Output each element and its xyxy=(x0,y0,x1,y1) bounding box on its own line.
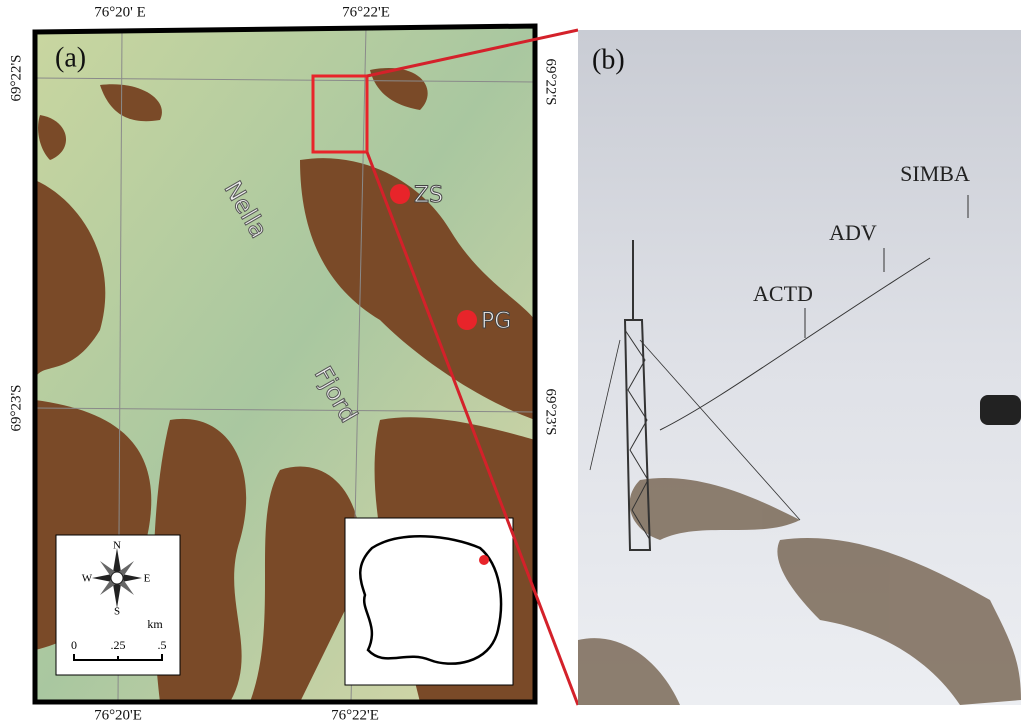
right-coordinate: 69°23'S xyxy=(543,388,559,435)
scale-tick-label: 0 xyxy=(71,638,77,652)
instrument-leaders xyxy=(804,195,969,338)
compass-south: S xyxy=(114,606,120,618)
antarctica-outline xyxy=(359,535,503,665)
scale-tick-label: .25 xyxy=(111,638,126,652)
station-label: PG xyxy=(481,309,511,334)
scale-unit: km xyxy=(147,617,163,631)
left-coordinate: 69°23'S xyxy=(8,384,24,431)
bottom-coordinate: 76°22'E xyxy=(331,707,379,723)
station-marker xyxy=(390,184,410,204)
instrument-label: SIMBA xyxy=(900,161,970,186)
compass-north: N xyxy=(113,540,121,552)
panel-label: (b) xyxy=(592,44,625,75)
place-label: Nella xyxy=(219,176,274,243)
bottom-coordinate: 76°20'E xyxy=(94,707,142,723)
connector-line xyxy=(366,28,579,78)
rock-outcrops xyxy=(578,478,1021,705)
instrument-tower xyxy=(589,240,931,551)
map-frame xyxy=(32,23,538,705)
scale-tick-label: .5 xyxy=(158,638,167,652)
compass-rose xyxy=(92,548,142,608)
right-coordinate: 69°22'S xyxy=(543,58,559,105)
snowmobile xyxy=(980,395,1021,425)
top-coordinate: 76°22'E xyxy=(342,4,390,20)
location-marker xyxy=(479,555,489,565)
instrument-label: ACTD xyxy=(753,281,813,306)
top-coordinate: 76°20' E xyxy=(94,4,146,20)
connector-line xyxy=(365,151,580,706)
panel-label: (a) xyxy=(55,42,86,73)
instrument-label: ADV xyxy=(829,220,877,245)
compass-east: E xyxy=(144,573,151,585)
map-panel: (a) 76°20' E 76°22'E 76°20'E 76°22'E 69°… xyxy=(8,4,558,723)
zoom-box xyxy=(311,74,369,154)
scale-bar xyxy=(73,654,163,661)
station-label: ZS xyxy=(414,183,443,208)
locator-inset xyxy=(344,517,514,686)
photo-panel: (b) SIMBA ADV ACTD xyxy=(578,30,1021,705)
left-coordinate: 69°22'S xyxy=(8,54,24,101)
compass-west: W xyxy=(82,573,93,585)
station-marker xyxy=(457,310,477,330)
